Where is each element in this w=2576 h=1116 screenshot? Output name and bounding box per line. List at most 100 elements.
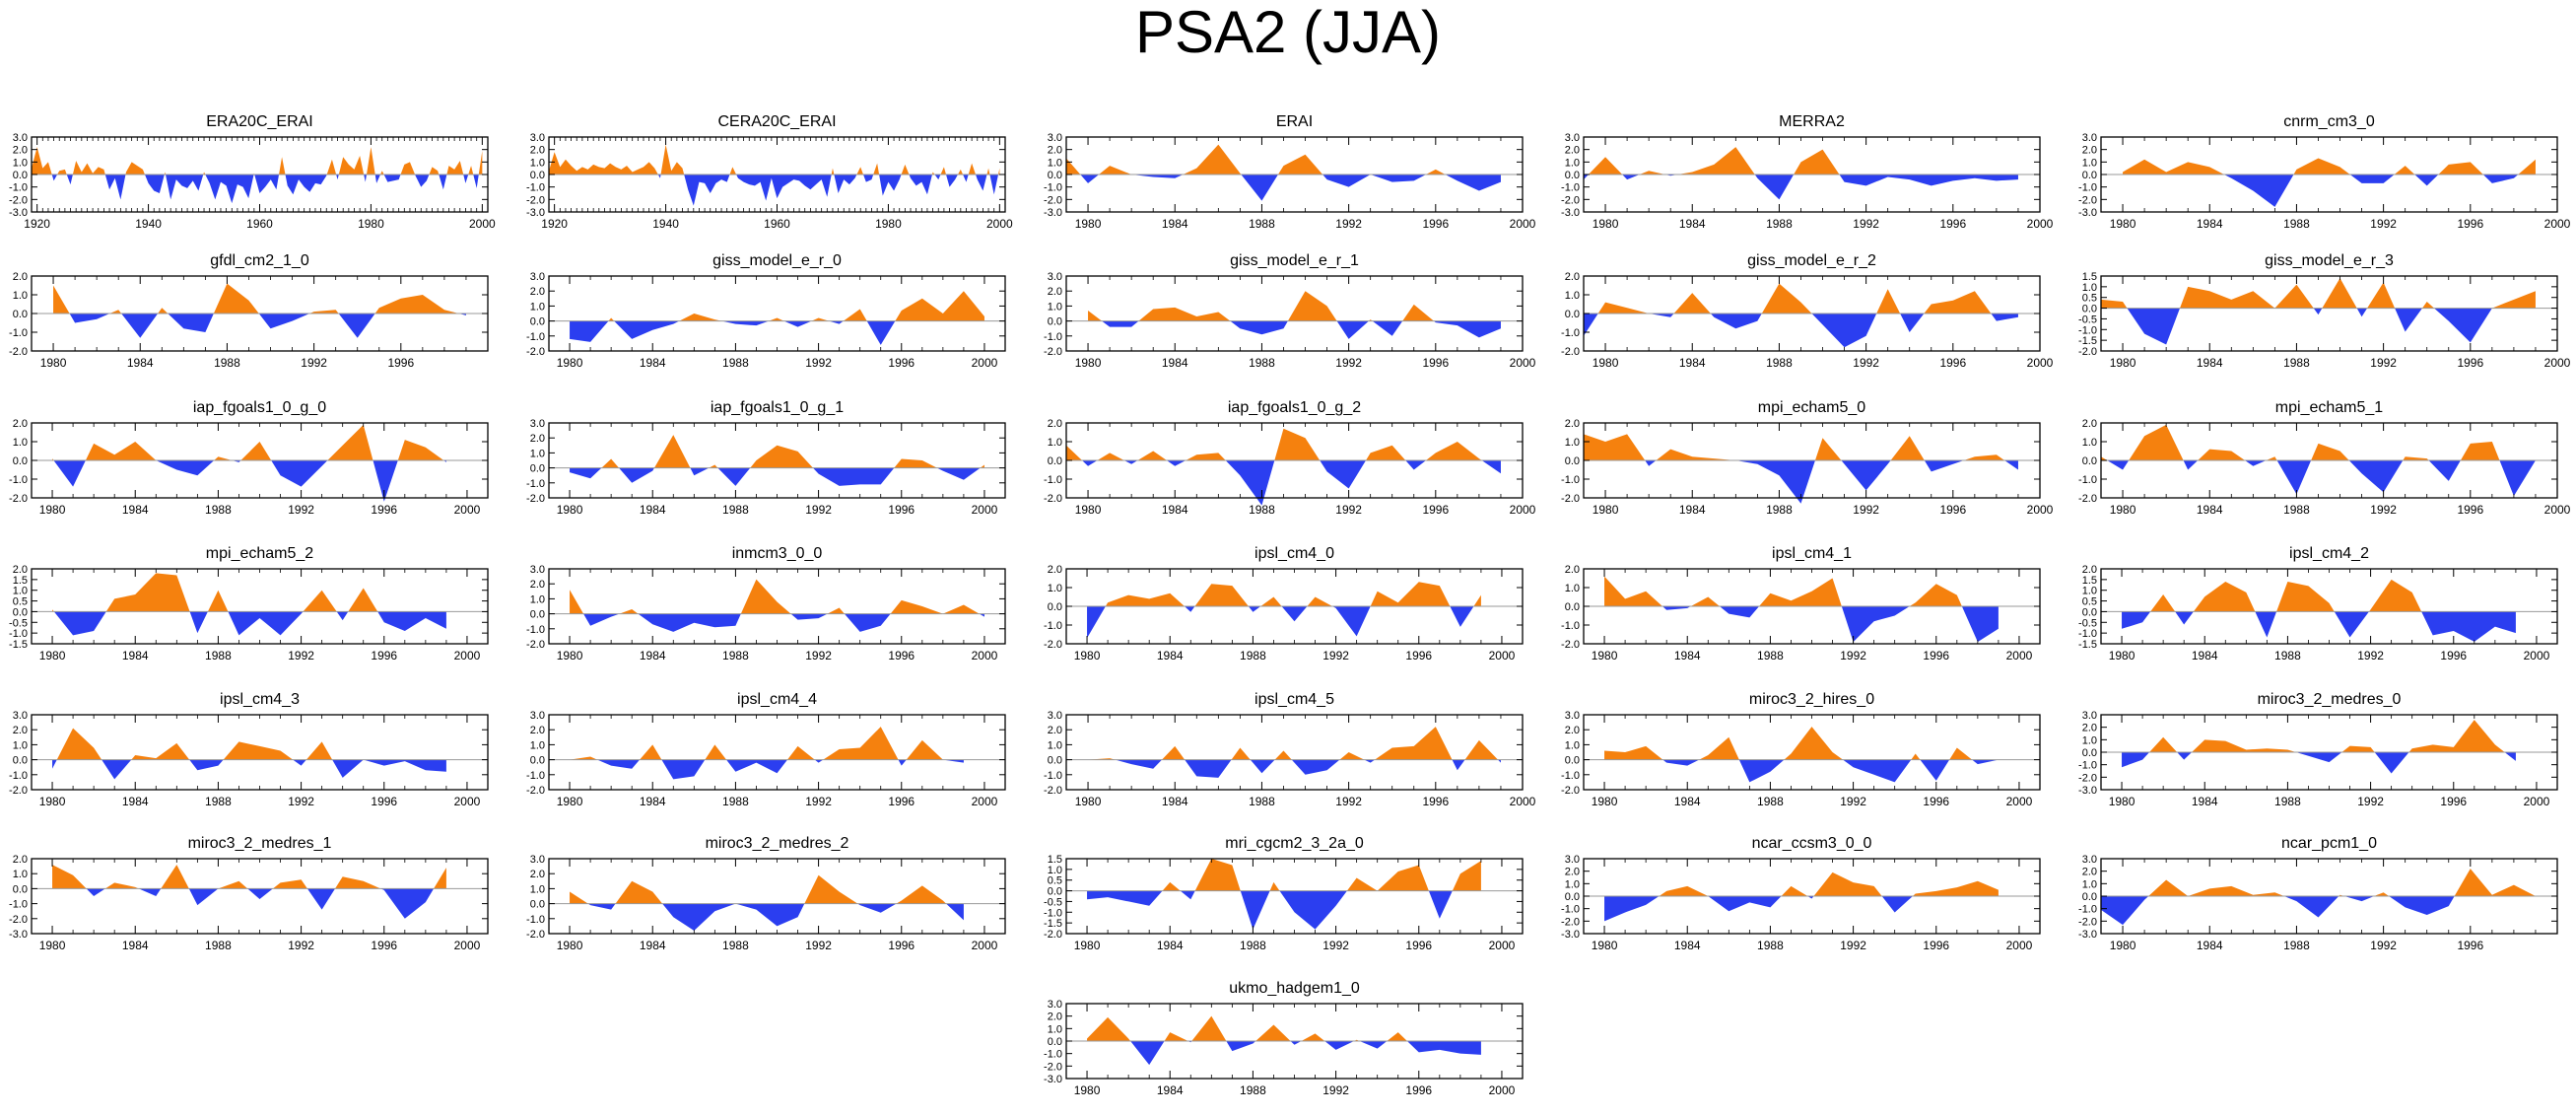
negative-area: [52, 888, 446, 919]
positive-area: [2122, 720, 2516, 752]
positive-area: [32, 147, 483, 174]
x-tick-label: 1980: [1075, 217, 1102, 231]
x-tick-label: 1940: [135, 217, 162, 231]
negative-area: [52, 460, 446, 502]
y-tick-label: -2.0: [9, 493, 28, 505]
y-tick-label: 3.0: [1048, 271, 1062, 283]
negative-area: [1087, 890, 1481, 930]
panel-title: ncar_ccsm3_0_0: [1752, 835, 1872, 852]
x-tick-label: 1980: [1075, 503, 1102, 517]
positive-area: [570, 874, 964, 904]
x-tick-label: 1992: [2370, 939, 2397, 952]
y-tick-label: 3.0: [1048, 710, 1062, 722]
x-tick-label: 1996: [1939, 503, 1966, 517]
panel-ERAI: 3.02.01.00.0-1.0-2.0-3.0 1980 1984 1988 1992…: [1044, 113, 1536, 231]
y-tick-label: 2.0: [1565, 418, 1580, 430]
y-tick-label: -1.0: [1044, 620, 1062, 632]
negative-area: [1584, 174, 2018, 200]
y-tick-label: 2.0: [1048, 1011, 1062, 1023]
y-tick-label: -2.0: [9, 785, 28, 797]
x-tick-label: 1992: [805, 356, 832, 370]
x-tick-label: 2000: [2027, 217, 2054, 231]
y-tick-label: 0.0: [1565, 455, 1580, 467]
x-tick-label: 1996: [888, 503, 915, 517]
x-tick-label: 2000: [2006, 795, 2033, 808]
panel-title: ipsl_cm4_0: [1254, 545, 1334, 562]
x-tick-label: 1980: [1593, 503, 1619, 517]
plot-frame: [2100, 275, 2558, 352]
x-tick-label: 1988: [1240, 939, 1266, 952]
x-tick-label: 2000: [1510, 217, 1536, 231]
x-tick-label: 1984: [2197, 217, 2223, 231]
y-tick-label: 1.0: [13, 869, 28, 880]
x-tick-label: 1996: [2457, 217, 2483, 231]
y-tick-label: -0.5: [2078, 617, 2097, 629]
panel-ipsl_cm4_3: 3.0 2.0 1.0 0.0 -1.0 -2.0 1980 1984 1988 1992 1996…: [9, 691, 489, 808]
panel-giss_model_e_r_1: 3.0 2.0 1.0 0.0 -1.0 -2.0 1980 1984 1988 1992 1996…: [1044, 252, 1536, 370]
y-tick-label: 0.0: [530, 755, 545, 767]
x-tick-label: 1984: [1162, 217, 1188, 231]
x-tick-label: 1984: [1679, 503, 1706, 517]
y-tick-label: -2.0: [1044, 929, 1062, 941]
y-tick-label: 0.0: [2082, 606, 2097, 618]
y-tick-label: 0.0: [530, 316, 545, 328]
x-tick-label: 1980: [2109, 795, 2135, 808]
y-tick-label: -1.0: [9, 327, 28, 339]
y-tick-label: 0.0: [1048, 755, 1062, 767]
panel-giss_model_e_r_2: 2.0 1.0 0.0 -1.0 -2.0 1980 1984 1988 1992 1996 200…: [1561, 252, 2054, 370]
x-tick-label: 1984: [1162, 503, 1188, 517]
x-tick-label: 2000: [972, 795, 998, 808]
x-tick-label: 1988: [2283, 356, 2310, 370]
y-tick-label: -2.0: [1044, 1061, 1062, 1073]
y-tick-label: 2.0: [2082, 418, 2097, 430]
x-tick-label: 1996: [2440, 649, 2467, 663]
panel-title: giss_model_e_r_0: [712, 252, 842, 269]
x-tick-label: 1984: [1157, 1083, 1184, 1097]
x-tick-label: 1980: [2110, 503, 2136, 517]
panel-title: ipsl_cm4_1: [1772, 545, 1852, 562]
x-tick-label: 1996: [1422, 795, 1449, 808]
x-tick-label: 1988: [2274, 795, 2301, 808]
y-tick-label: -1.0: [9, 474, 28, 486]
positive-area: [1088, 727, 1501, 760]
y-tick-label: -1.0: [1561, 474, 1580, 486]
y-tick-label: 1.0: [1048, 583, 1062, 594]
x-tick-label: 1988: [722, 649, 749, 663]
y-tick-label: -1.0: [1561, 904, 1580, 916]
y-tick-label: 2.0: [530, 286, 545, 298]
x-tick-label: 1980: [1592, 649, 1618, 663]
x-tick-label: 1984: [640, 356, 666, 370]
y-tick-label: -1.0: [2078, 324, 2097, 336]
y-tick-label: 0.0: [13, 309, 28, 320]
x-tick-label: 1992: [805, 939, 832, 952]
y-tick-label: 3.0: [13, 132, 28, 144]
x-tick-label: 1992: [2370, 503, 2397, 517]
y-tick-label: 0.0: [13, 606, 28, 618]
panel-ipsl_cm4_5: 3.0 2.0 1.0 0.0 -1.0 -2.0 1980 1984 1988 1992 1996…: [1044, 691, 1536, 808]
x-tick-label: 1980: [557, 356, 583, 370]
y-tick-label: -2.0: [9, 346, 28, 358]
y-tick-label: 3.0: [530, 271, 545, 283]
x-tick-label: 1980: [1074, 1083, 1101, 1097]
x-tick-label: 1984: [2197, 503, 2223, 517]
y-tick-label: -1.0: [9, 182, 28, 194]
y-tick-label: 0.0: [530, 899, 545, 911]
y-tick-label: -2.0: [1561, 785, 1580, 797]
y-tick-label: 0.0: [2082, 891, 2097, 903]
panel-title: miroc3_2_medres_2: [706, 835, 849, 852]
x-tick-label: 1992: [288, 503, 314, 517]
y-tick-label: 1.0: [13, 739, 28, 751]
x-tick-label: 2000: [986, 217, 1013, 231]
x-tick-label: 1988: [205, 939, 232, 952]
x-tick-label: 1988: [2283, 939, 2310, 952]
x-tick-label: 2000: [1489, 649, 1516, 663]
y-tick-label: -1.0: [1561, 620, 1580, 632]
y-tick-label: 0.5: [1048, 875, 1062, 887]
x-tick-label: 1992: [805, 649, 832, 663]
x-tick-label: 1992: [1840, 795, 1866, 808]
y-tick-label: -2.0: [1561, 493, 1580, 505]
y-tick-label: -1.0: [526, 770, 545, 782]
x-tick-label: 2000: [2524, 649, 2550, 663]
y-tick-label: 0.0: [1048, 316, 1062, 328]
